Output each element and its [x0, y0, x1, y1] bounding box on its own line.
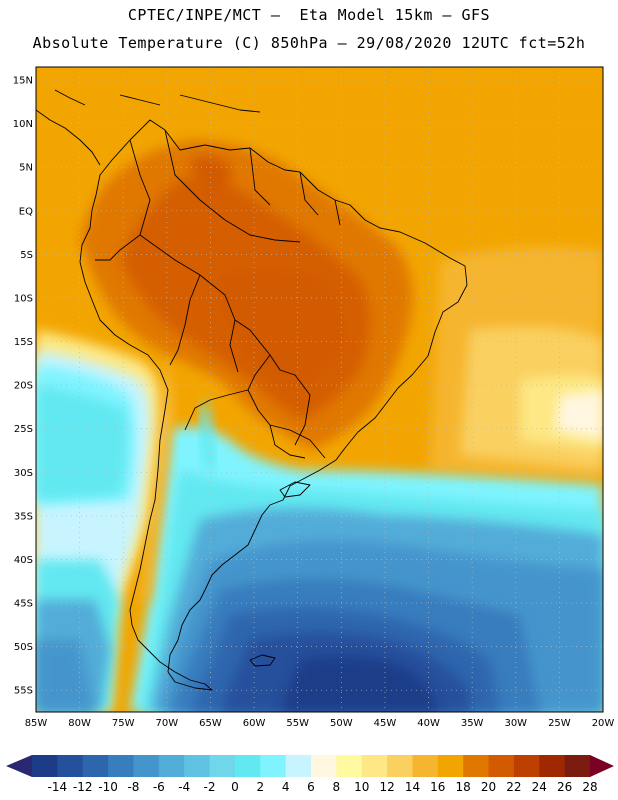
colorbar-swatch [184, 755, 211, 777]
colorbar-label: 16 [430, 780, 445, 794]
country-borders [95, 129, 341, 459]
colorbar-label: 2 [256, 780, 264, 794]
colorbar-label: 6 [307, 780, 315, 794]
colorbar-swatch [488, 755, 515, 777]
title-line-2: Absolute Temperature (C) 850hPa – 29/08/… [32, 34, 586, 52]
colorbar-label: 12 [379, 780, 394, 794]
colorbar-label: 8 [333, 780, 341, 794]
lat-tick-label: 20S [14, 381, 33, 392]
triangle-left-icon [6, 755, 32, 777]
colorbar-label: 10 [354, 780, 369, 794]
colorbar-swatch [437, 755, 464, 777]
colorbar-label: -4 [178, 780, 190, 794]
colorbar-swatch [108, 755, 134, 777]
lat-tick-label: 35S [14, 511, 33, 522]
lat-tick-label: 5N [19, 163, 33, 174]
lon-tick-label: 25W [548, 718, 571, 729]
lat-tick-label: 55S [14, 686, 33, 697]
rio-de-la-plata [279, 481, 311, 498]
colorbar-swatch [158, 755, 185, 777]
colorbar-swatch [463, 755, 490, 777]
colorbar-swatch [57, 755, 84, 777]
colorbar-swatch [336, 755, 363, 777]
falklands-coastline [249, 654, 276, 667]
colorbar-swatch [361, 755, 388, 777]
lon-tick-label: 45W [374, 718, 397, 729]
colorbar: -14 -12 -10 -8 -6 -4 -2 0 2 4 6 8 10 12 14 16 18 20 22 24 26… [6, 755, 614, 794]
colorbar-swatch [564, 755, 591, 777]
lon-tick-label: 65W [199, 718, 222, 729]
colorbar-label: -14 [48, 780, 68, 794]
lat-tick-label: 10N [13, 119, 33, 130]
colorbar-swatch [387, 755, 413, 777]
lon-tick-label: 75W [112, 718, 135, 729]
central-america-coastline [36, 89, 261, 166]
colorbar-swatch [32, 755, 58, 777]
lat-tick-label: 25S [14, 424, 33, 435]
colorbar-swatch [539, 755, 566, 777]
lat-tick-label: 45S [14, 599, 33, 610]
lon-tick-label: 60W [243, 718, 266, 729]
colorbar-swatch [412, 755, 439, 777]
coastline-borders [36, 89, 468, 691]
lat-tick-label: 15S [14, 337, 33, 348]
temperature-field [36, 67, 603, 712]
colorbar-swatch [209, 755, 236, 777]
map-frame [35, 66, 604, 713]
colorbar-swatch [260, 755, 287, 777]
colorbar-swatch [513, 755, 540, 777]
lon-tick-label: 20W [592, 718, 615, 729]
lat-tick-label: 40S [14, 555, 33, 566]
colorbar-label: 24 [532, 780, 547, 794]
longitude-labels: 85W 80W 75W 70W 65W 60W 55W 50W 45W 40W 35W 30W 25W 2… [25, 718, 615, 729]
colorbar-label: -12 [73, 780, 93, 794]
colorbar-swatch [234, 755, 261, 777]
colorbar-label: 14 [405, 780, 420, 794]
lat-tick-label: EQ [19, 206, 33, 217]
colorbar-swatch [133, 755, 160, 777]
lon-tick-label: 55W [286, 718, 309, 729]
colorbar-swatch [82, 755, 109, 777]
triangle-right-icon [590, 755, 614, 777]
colorbar-label: 4 [282, 780, 290, 794]
lon-tick-label: 50W [330, 718, 353, 729]
colorbar-label: 28 [582, 780, 597, 794]
lon-tick-label: 70W [156, 718, 179, 729]
lon-tick-label: 85W [25, 718, 48, 729]
colorbar-label: 20 [481, 780, 496, 794]
lon-tick-label: 35W [461, 718, 484, 729]
lon-tick-label: 80W [68, 718, 91, 729]
colorbar-label: -10 [98, 780, 118, 794]
lon-tick-label: 30W [504, 718, 527, 729]
lat-tick-label: 10S [14, 293, 33, 304]
lat-tick-label: 15N [13, 76, 33, 87]
colorbar-label: 22 [506, 780, 521, 794]
lat-tick-label: 50S [14, 642, 33, 653]
colorbar-swatch [285, 755, 312, 777]
latitude-labels: 15N 10N 5N EQ 5S 10S 15S 20S 25S 30S 35S 40S 45S 50S 5… [13, 76, 33, 697]
colorbar-label: 18 [456, 780, 471, 794]
lat-tick-label: 30S [14, 468, 33, 479]
colorbar-label: -6 [153, 780, 165, 794]
colorbar-label: -2 [204, 780, 216, 794]
title-line-1: CPTEC/INPE/MCT – Eta Model 15km – GFS [127, 6, 491, 24]
lon-tick-label: 40W [417, 718, 440, 729]
colorbar-label: -8 [127, 780, 139, 794]
south-america-coastline [79, 119, 468, 691]
lat-tick-label: 5S [20, 250, 33, 261]
colorbar-swatch [311, 755, 337, 777]
colorbar-label: 26 [557, 780, 572, 794]
colorbar-label: 0 [231, 780, 239, 794]
